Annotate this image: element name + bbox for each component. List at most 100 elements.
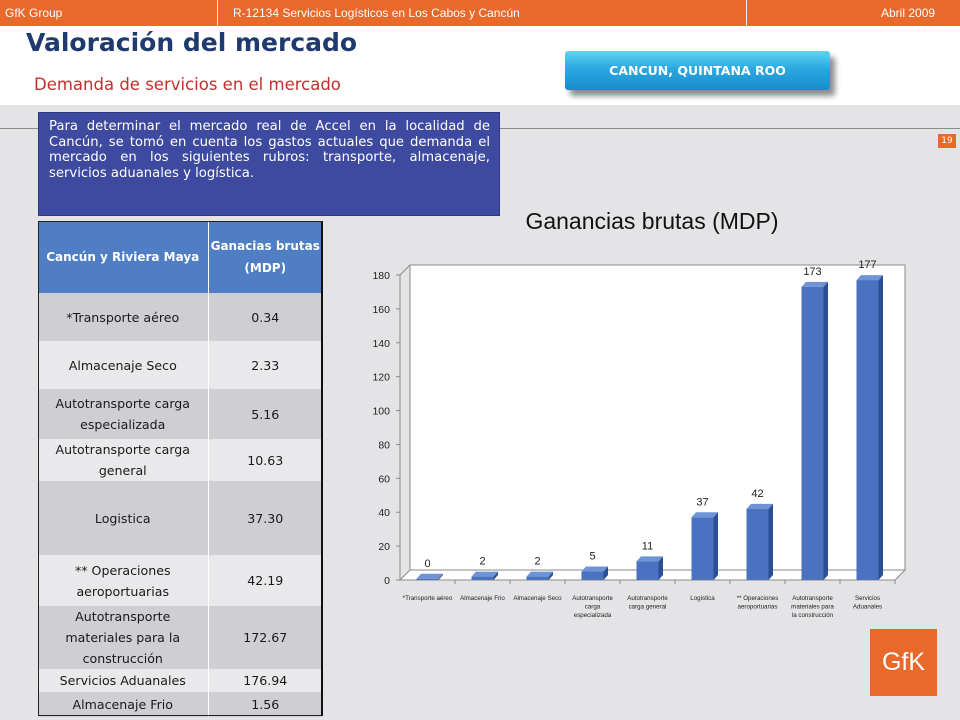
bar-side xyxy=(493,571,498,580)
x-tick-label: Autotransporte carga especializada xyxy=(572,595,613,619)
info-text-box: Para determinar el mercado real de Accel… xyxy=(38,112,500,216)
bar xyxy=(416,578,439,580)
data-label: 173 xyxy=(803,266,821,278)
bar-top xyxy=(526,571,553,577)
location-button[interactable]: CANCUN, QUINTANA ROO xyxy=(565,51,830,90)
chart-back-wall xyxy=(409,264,906,571)
y-tick-label: 80 xyxy=(378,439,390,451)
bar-chart: Ganancias brutas (MDP) 0 20 40 60 80 100 120 14… xyxy=(350,195,940,635)
row-label: Autotransporte materiales para la constr… xyxy=(38,606,208,669)
row-label: ** Operaciones aeroportuarias xyxy=(38,555,208,606)
table-row: Almacenaje Seco 2.33 xyxy=(38,341,322,389)
data-label: 42 xyxy=(751,488,763,500)
bar-side xyxy=(768,503,773,580)
table-row: Almacenaje Frio 1.56 xyxy=(38,692,322,717)
bar-side xyxy=(878,275,883,580)
data-label: 0 xyxy=(424,558,430,570)
row-label: Autotransporte carga especializada xyxy=(38,389,208,439)
separator xyxy=(217,0,218,26)
x-tick-label: ** Operaciones aeroportuarias xyxy=(737,595,779,611)
row-label: *Transporte aéreo xyxy=(38,293,208,341)
row-value: 0.34 xyxy=(207,293,322,341)
y-tick-label: 100 xyxy=(372,406,390,418)
chart-svg: Ganancias brutas (MDP) 02040608010012014… xyxy=(372,208,907,619)
bar xyxy=(691,517,714,580)
revenue-table: Cancún y Riviera Maya Ganacias brutas (M… xyxy=(38,221,322,717)
row-value: 172.67 xyxy=(207,606,322,669)
bar-top xyxy=(691,512,718,518)
data-label: 37 xyxy=(696,496,708,508)
table-header-revenue: Ganacias brutas (MDP) xyxy=(207,221,322,293)
y-tick-label: 60 xyxy=(378,473,390,485)
row-value: 2.33 xyxy=(207,341,322,389)
row-value: 10.63 xyxy=(207,439,322,481)
top-bar: GfK Group R-12134 Servicios Logísticos e… xyxy=(0,0,960,26)
bar-top xyxy=(636,556,663,562)
gfk-logo: GfK xyxy=(870,629,937,696)
bar-side xyxy=(823,281,828,580)
row-value: 176.94 xyxy=(207,669,322,692)
table-row: *Transporte aéreo 0.34 xyxy=(38,293,322,341)
page-subtitle: Demanda de servicios en el mercado xyxy=(34,75,341,94)
row-value: 42.19 xyxy=(207,555,322,606)
row-value: 37.30 xyxy=(207,481,322,555)
bar-side xyxy=(658,556,663,580)
x-tick-label: Autotransporte carga general xyxy=(627,595,668,611)
y-tick-label: 180 xyxy=(372,270,390,282)
table-header-region: Cancún y Riviera Maya xyxy=(38,221,208,293)
page-title: Valoración del mercado xyxy=(26,28,358,57)
row-label: Autotransporte carga general xyxy=(38,439,208,481)
row-label: Logistica xyxy=(38,481,208,555)
bar-top xyxy=(471,571,498,577)
bar-side xyxy=(713,512,718,580)
data-label: 177 xyxy=(858,259,876,271)
bar-side xyxy=(438,573,443,580)
table-row: Autotransporte materiales para la constr… xyxy=(38,606,322,669)
table-row: Autotransporte carga especializada 5.16 xyxy=(38,389,322,439)
bar xyxy=(856,280,879,580)
x-tick-label: Autotransporte materiales para la construc… xyxy=(791,595,834,619)
project-label: R-12134 Servicios Logísticos en Los Cabo… xyxy=(233,6,520,20)
table-row: Autotransporte carga general 10.63 xyxy=(38,439,322,481)
y-axis-line xyxy=(399,264,411,276)
table-row: Logistica 37.30 xyxy=(38,481,322,555)
date-label: Abril 2009 xyxy=(881,6,936,20)
table-row: ** Operaciones aeroportuarias 42.19 xyxy=(38,555,322,606)
bar xyxy=(526,576,549,580)
x-tick-label: Logistica xyxy=(690,595,715,602)
bar xyxy=(581,571,604,580)
row-label: Servicios Aduanales xyxy=(38,669,208,692)
x-tick-label: Almacenaje Frio xyxy=(460,595,505,602)
chart-title: Ganancias brutas (MDP) xyxy=(525,208,778,234)
bar xyxy=(471,576,494,580)
y-tick-label: 140 xyxy=(372,338,390,350)
bar xyxy=(801,286,824,580)
bar-top xyxy=(801,281,828,287)
page-number: 19 xyxy=(938,134,956,148)
company-label: GfK Group xyxy=(5,6,63,20)
bar xyxy=(746,508,769,580)
data-label: 2 xyxy=(534,556,540,568)
separator xyxy=(746,0,747,26)
x-tick-label: Almacenaje Seco xyxy=(513,595,562,602)
y-tick-label: 20 xyxy=(378,541,390,553)
y-tick-label: 0 xyxy=(384,575,390,587)
x-tick-label: Servicios Aduanales xyxy=(853,595,882,611)
bar-top xyxy=(581,566,608,572)
row-value: 1.56 xyxy=(207,692,322,717)
bar-side xyxy=(548,571,553,580)
bar xyxy=(636,561,659,580)
data-label: 5 xyxy=(589,551,595,563)
row-label: Almacenaje Seco xyxy=(38,341,208,389)
bar-side xyxy=(603,566,608,580)
data-label: 2 xyxy=(479,556,485,568)
y-tick-label: 120 xyxy=(372,372,390,384)
table-row: Servicios Aduanales 176.94 xyxy=(38,669,322,692)
y-tick-label: 160 xyxy=(372,304,390,316)
row-label: Almacenaje Frio xyxy=(38,692,208,717)
bar-top xyxy=(746,503,773,509)
x-tick-label: *Transporte aéreo xyxy=(403,595,453,602)
data-label: 11 xyxy=(642,540,653,552)
row-value: 5.16 xyxy=(207,389,322,439)
bar-top xyxy=(416,573,443,579)
